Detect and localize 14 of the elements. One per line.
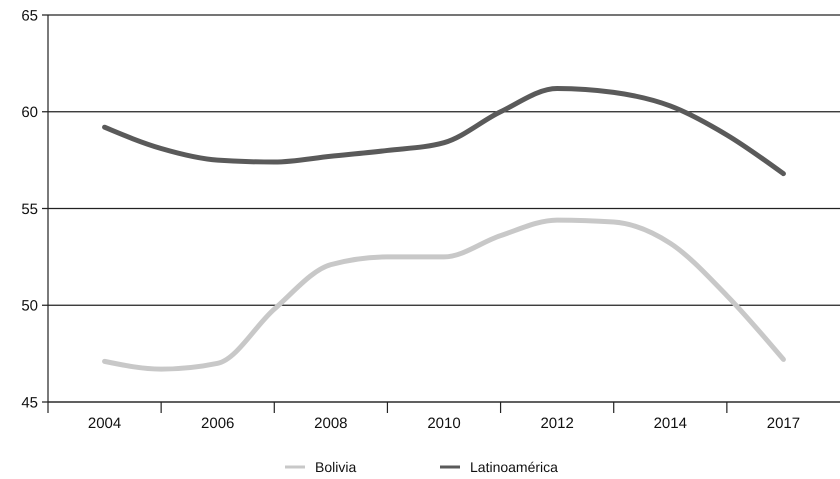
y-tick-label: 50: [21, 298, 38, 314]
x-tick-label: 2017: [766, 415, 800, 432]
x-tick-label: 2010: [427, 415, 461, 432]
y-tick-label: 60: [21, 104, 38, 121]
x-tick-label: 2004: [88, 415, 122, 432]
legend-label: Latinoamérica: [470, 458, 558, 475]
y-tick-label: 45: [21, 394, 38, 412]
x-tick-label: 2014: [654, 415, 687, 432]
x-tick-label: 2008: [314, 415, 348, 432]
y-tick-label: 55: [21, 200, 38, 218]
y-tick-label: 65: [21, 7, 38, 24]
x-tick-label: 2006: [201, 415, 234, 432]
legend-label: Bolivia: [315, 458, 356, 475]
x-tick-label: 2012: [540, 415, 574, 432]
